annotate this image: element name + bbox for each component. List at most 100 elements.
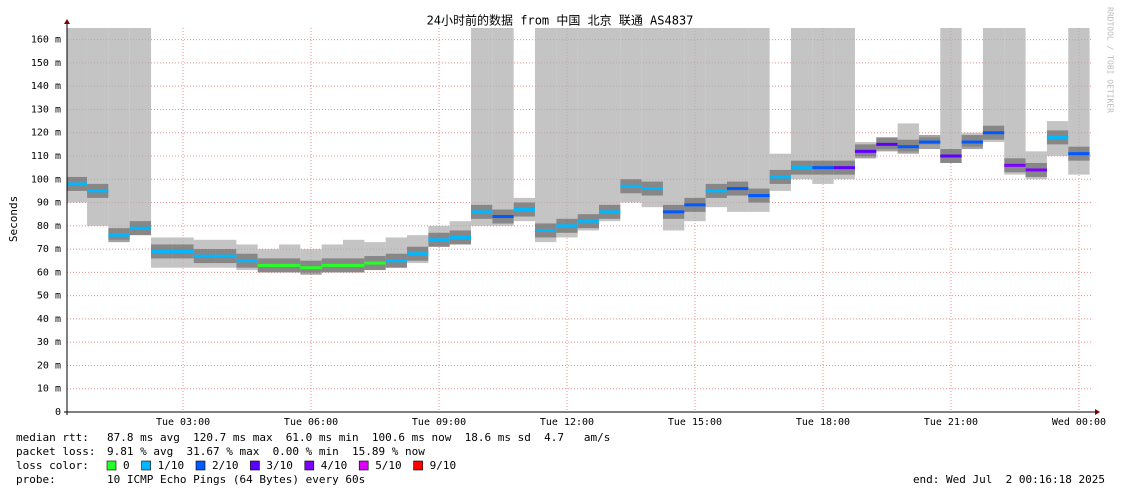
median	[726, 187, 749, 191]
y-tick-label: 10 m	[37, 384, 61, 395]
median	[854, 149, 877, 153]
legend-label: 0	[123, 459, 130, 472]
legend-swatch	[195, 460, 206, 471]
y-axis-label: Seconds	[7, 196, 20, 242]
median	[513, 208, 535, 212]
legend-swatch	[304, 460, 315, 471]
smoke	[705, 28, 727, 208]
median	[300, 266, 322, 270]
side-text: RRDTOOL / TOBI OETIKER	[1106, 7, 1115, 113]
legend-swatch	[106, 460, 117, 471]
median	[556, 224, 578, 228]
stat-label: packet loss:	[16, 445, 95, 458]
median	[108, 233, 130, 237]
median	[705, 189, 727, 193]
smoke	[790, 28, 813, 180]
median	[769, 175, 791, 179]
y-tick-label: 30 m	[37, 337, 61, 348]
median	[215, 254, 237, 258]
stat-text: 10 ICMP Echo Pings (64 Bytes) every 60s	[107, 473, 365, 486]
x-tick-label: Tue 09:00	[412, 417, 466, 428]
y-tick-label: 110 m	[31, 151, 61, 162]
smoke	[812, 28, 834, 184]
x-tick-label: Tue 12:00	[540, 417, 594, 428]
stat-label: probe:	[16, 473, 56, 486]
legend-label: 3/10	[266, 459, 293, 472]
y-tick-label: 90 m	[37, 198, 61, 209]
smoke	[556, 28, 578, 238]
legend-swatch	[413, 460, 423, 471]
y-tick-label: 20 m	[37, 360, 61, 371]
smoke	[684, 28, 706, 222]
median	[385, 259, 408, 263]
legend-label: 9/10	[430, 459, 457, 472]
median	[1004, 163, 1026, 167]
axis-arrow	[1095, 409, 1100, 415]
median	[449, 235, 472, 239]
median	[172, 249, 194, 253]
smoke	[1004, 28, 1026, 175]
smoke	[108, 28, 130, 240]
x-tick-label: Wed 00:00	[1052, 417, 1106, 428]
median	[876, 142, 898, 146]
median	[1046, 135, 1069, 139]
y-tick-label: 40 m	[37, 314, 61, 325]
median	[67, 182, 88, 186]
x-tick-label: Tue 15:00	[668, 417, 722, 428]
smoke	[598, 28, 621, 222]
median	[492, 215, 514, 219]
stat-text: 87.8 ms avg 120.7 ms max 61.0 ms min 100…	[107, 431, 610, 444]
median	[428, 238, 450, 242]
legend-swatch	[250, 460, 260, 471]
median	[279, 263, 301, 267]
median	[129, 226, 152, 230]
y-tick-label: 120 m	[31, 128, 61, 139]
median	[748, 194, 770, 198]
end-time: end: Wed Jul 2 00:16:18 2025	[913, 473, 1105, 486]
median	[1068, 152, 1090, 156]
median	[534, 228, 557, 232]
median	[257, 263, 280, 267]
median	[662, 210, 685, 214]
smoke	[620, 28, 642, 203]
median	[918, 140, 941, 144]
smoke	[129, 28, 152, 236]
smoke	[833, 28, 855, 180]
median	[321, 263, 344, 267]
y-tick-label: 60 m	[37, 267, 61, 278]
x-tick-label: Tue 18:00	[796, 417, 850, 428]
median	[598, 210, 621, 214]
y-tick-label: 150 m	[31, 58, 61, 69]
y-tick-label: 70 m	[37, 244, 61, 255]
legend-label: 4/10	[321, 459, 348, 472]
median	[833, 166, 855, 170]
smoke	[577, 28, 599, 231]
smoke	[471, 28, 493, 226]
y-tick-label: 80 m	[37, 221, 61, 232]
median	[620, 184, 642, 188]
legend-label: 5/10	[375, 459, 402, 472]
y-tick-label: 100 m	[31, 174, 61, 185]
legend-swatch	[141, 460, 151, 471]
x-tick-label: Tue 21:00	[924, 417, 978, 428]
smoke	[982, 28, 1005, 143]
median	[940, 154, 962, 158]
median	[364, 261, 386, 265]
axis-arrow	[64, 19, 70, 24]
median	[471, 210, 493, 214]
median	[641, 187, 663, 191]
chart-title: 24小时前的数据 from 中国 北京 联通 AS4837	[427, 13, 694, 28]
median	[193, 254, 216, 258]
legend-label: 2/10	[212, 459, 239, 472]
legend-swatch	[358, 460, 369, 471]
median	[897, 145, 919, 149]
smoke	[67, 28, 88, 203]
median	[1025, 168, 1047, 172]
median	[407, 252, 429, 256]
smoke	[748, 28, 770, 212]
median	[87, 189, 109, 193]
plot-area: 0 10 m 20 m 30 m 40 m 50 m 60 m 70 m 80 m 90 m 100…	[31, 19, 1106, 428]
median	[684, 203, 706, 207]
smoke	[492, 28, 514, 226]
